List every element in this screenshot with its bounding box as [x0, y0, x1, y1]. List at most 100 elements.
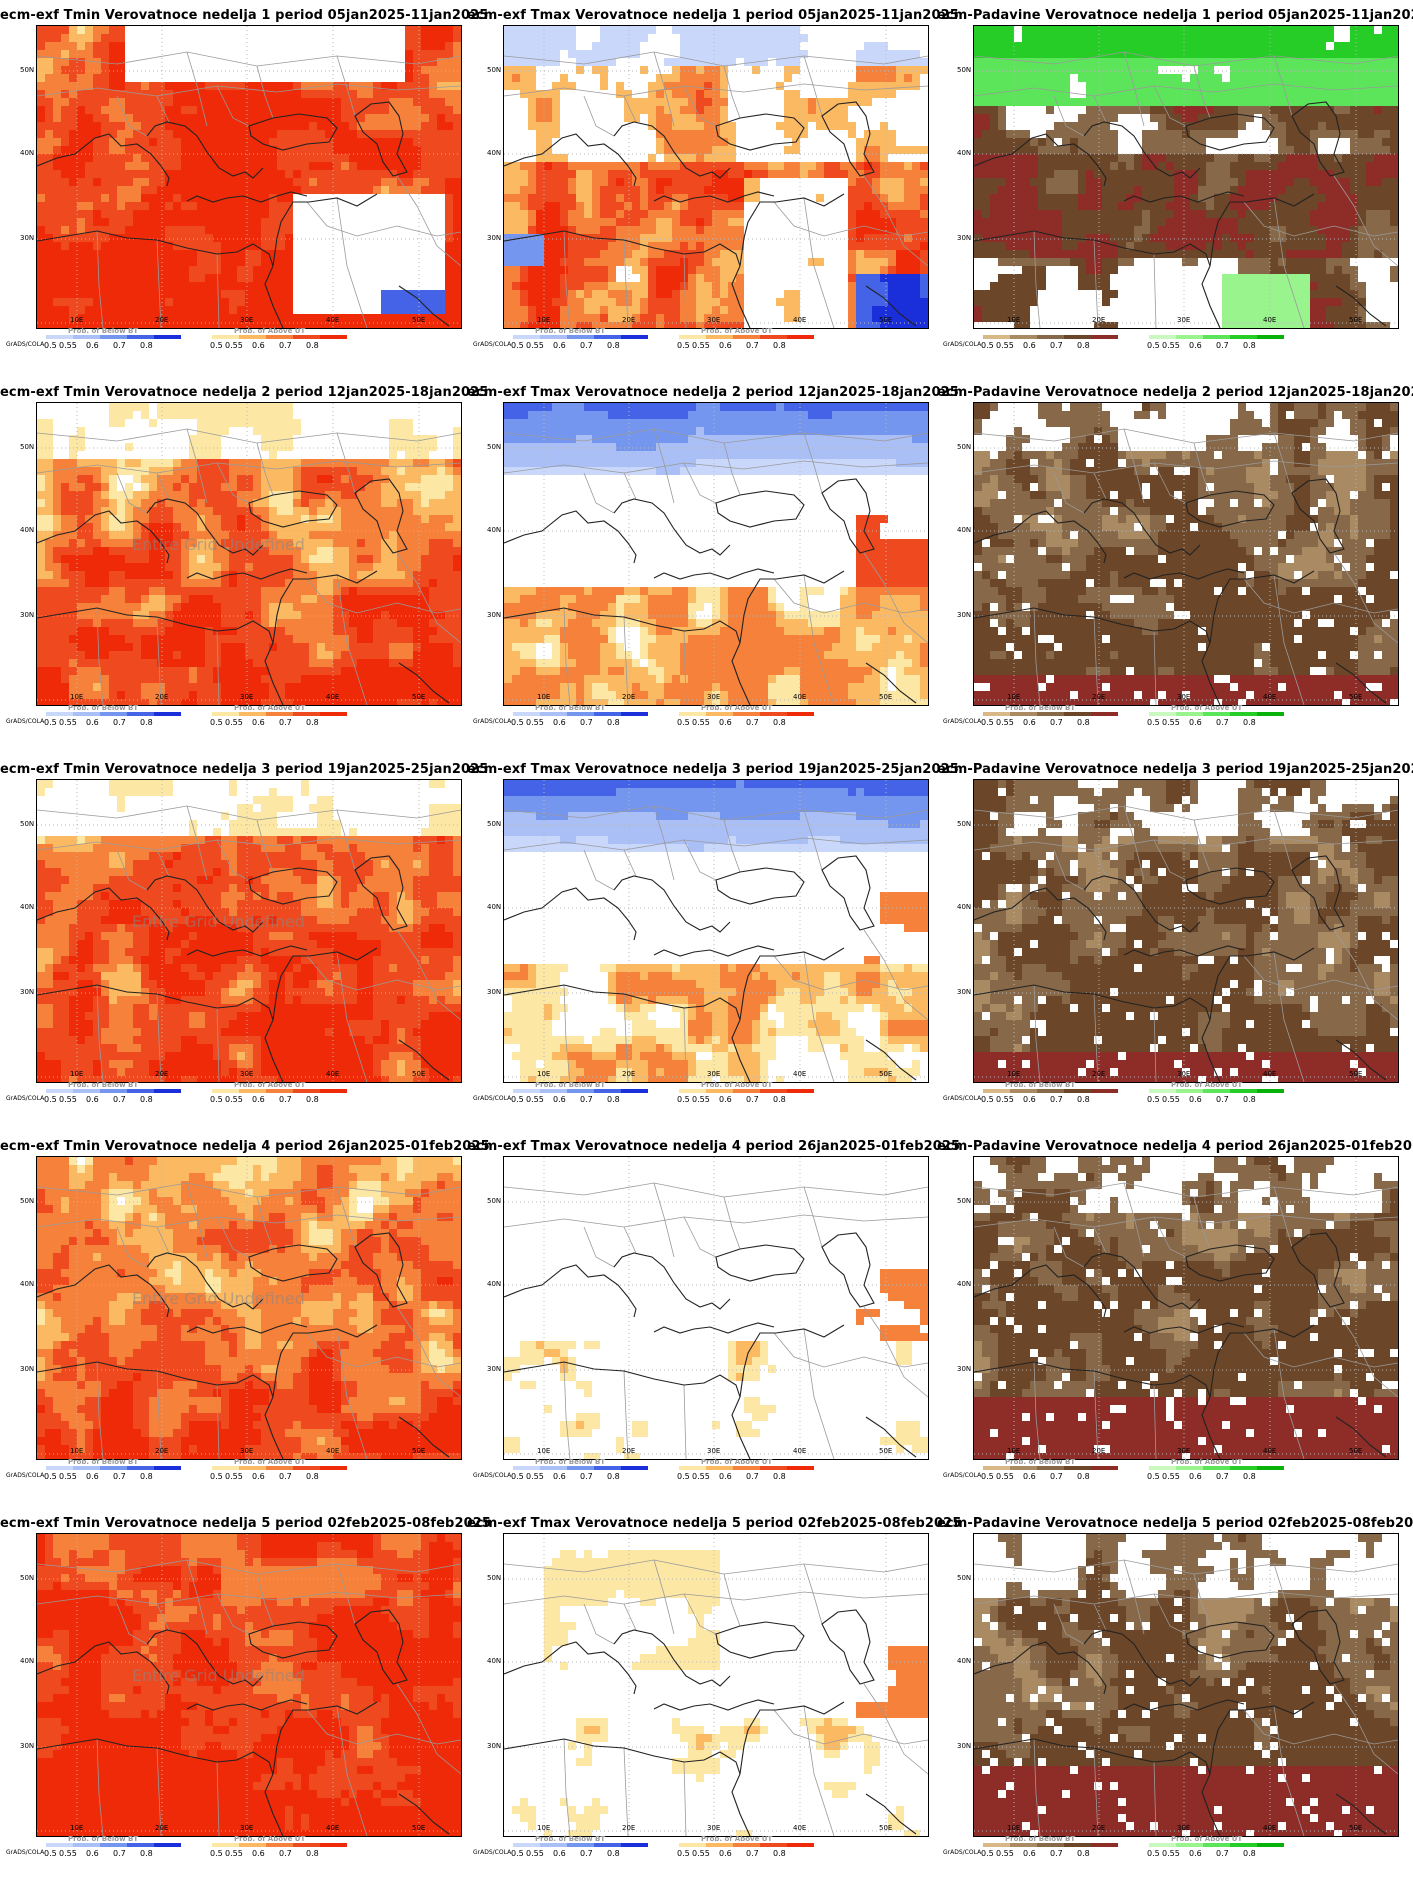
prob-cell	[61, 130, 69, 138]
prob-cell	[848, 282, 856, 290]
prob-cell	[53, 290, 61, 298]
prob-cell	[520, 258, 528, 266]
prob-cell	[277, 266, 285, 274]
prob-cell	[205, 186, 213, 194]
country-border	[974, 83, 1398, 97]
prob-cell	[1022, 130, 1030, 138]
prob-cell	[413, 178, 421, 186]
prob-cell	[1318, 170, 1326, 178]
prob-cell	[1110, 146, 1118, 154]
prob-cell	[453, 154, 461, 162]
prob-cell	[688, 258, 696, 266]
prob-cell	[61, 274, 69, 282]
prob-cell	[301, 82, 309, 90]
prob-cell	[357, 90, 365, 98]
prob-cell	[688, 154, 696, 162]
prob-cell	[269, 298, 277, 306]
prob-cell	[1342, 290, 1350, 298]
prob-cell	[1054, 74, 1062, 82]
prob-cell	[688, 242, 696, 250]
prob-cell	[61, 242, 69, 250]
prob-cell	[576, 202, 584, 210]
prob-cell	[664, 58, 672, 66]
prob-cell	[205, 298, 213, 306]
prob-cell	[1110, 74, 1118, 82]
prob-cell	[357, 154, 365, 162]
prob-cell	[197, 274, 205, 282]
prob-cell	[1286, 274, 1294, 282]
prob-cell	[1062, 90, 1070, 98]
prob-cell	[1310, 106, 1318, 114]
prob-cell	[728, 122, 736, 130]
prob-cell	[920, 218, 928, 226]
prob-cell	[101, 290, 109, 298]
prob-cell	[856, 226, 864, 234]
prob-cell	[269, 467, 277, 475]
prob-cell	[1142, 210, 1150, 218]
prob-cell	[373, 138, 381, 146]
prob-cell	[181, 82, 189, 90]
prob-cell	[181, 202, 189, 210]
prob-cell	[990, 306, 998, 314]
prob-cell	[1246, 322, 1254, 328]
prob-cell	[77, 130, 85, 138]
prob-cell	[608, 274, 616, 282]
prob-cell	[237, 298, 245, 306]
prob-cell	[560, 82, 568, 90]
prob-cell	[632, 210, 640, 218]
prob-cell	[397, 98, 405, 106]
prob-cell	[1254, 66, 1262, 74]
prob-cell	[1030, 242, 1038, 250]
prob-cell	[552, 290, 560, 298]
prob-cell	[696, 26, 704, 34]
panel-title: ecm-exf Tmax Verovatnoce nedelja 1 perio…	[467, 8, 959, 23]
colorbar-tick-label: 0.55	[996, 341, 1014, 350]
prob-cell	[1030, 266, 1038, 274]
prob-cell	[189, 403, 197, 411]
prob-cell	[1318, 42, 1326, 50]
prob-cell	[1254, 170, 1262, 178]
prob-cell	[1054, 186, 1062, 194]
prob-cell	[784, 290, 792, 298]
prob-cell	[69, 58, 77, 66]
prob-cell	[117, 467, 125, 475]
prob-cell	[173, 130, 181, 138]
prob-cell	[181, 274, 189, 282]
prob-cell	[1270, 274, 1278, 282]
prob-cell	[117, 314, 125, 322]
prob-cell	[552, 298, 560, 306]
prob-cell	[1222, 82, 1230, 90]
prob-cell	[237, 242, 245, 250]
prob-cell	[1206, 34, 1214, 42]
prob-cell	[1110, 34, 1118, 42]
prob-cell	[333, 90, 341, 98]
prob-cell	[293, 322, 301, 328]
prob-cell	[784, 98, 792, 106]
prob-cell	[101, 475, 109, 483]
prob-cell	[712, 146, 720, 154]
prob-cell	[1062, 178, 1070, 186]
prob-cell	[221, 146, 229, 154]
prob-cell	[696, 162, 704, 170]
latitude-label: 50N	[487, 66, 501, 74]
prob-cell	[285, 162, 293, 170]
prob-cell	[301, 98, 309, 106]
prob-cell	[261, 435, 269, 443]
prob-cell	[325, 170, 333, 178]
prob-cell	[1134, 162, 1142, 170]
prob-cell	[680, 90, 688, 98]
prob-cell	[920, 66, 928, 74]
prob-cell	[656, 306, 664, 314]
prob-cell	[584, 170, 592, 178]
prob-cell	[696, 322, 704, 328]
prob-cell	[437, 146, 445, 154]
prob-cell	[1190, 26, 1198, 34]
prob-cell	[704, 210, 712, 218]
prob-cell	[1382, 218, 1390, 226]
prob-cell	[848, 234, 856, 242]
prob-cell	[1382, 186, 1390, 194]
prob-cell	[656, 162, 664, 170]
prob-cell	[53, 298, 61, 306]
prob-cell	[1078, 130, 1086, 138]
prob-cell	[1302, 66, 1310, 74]
